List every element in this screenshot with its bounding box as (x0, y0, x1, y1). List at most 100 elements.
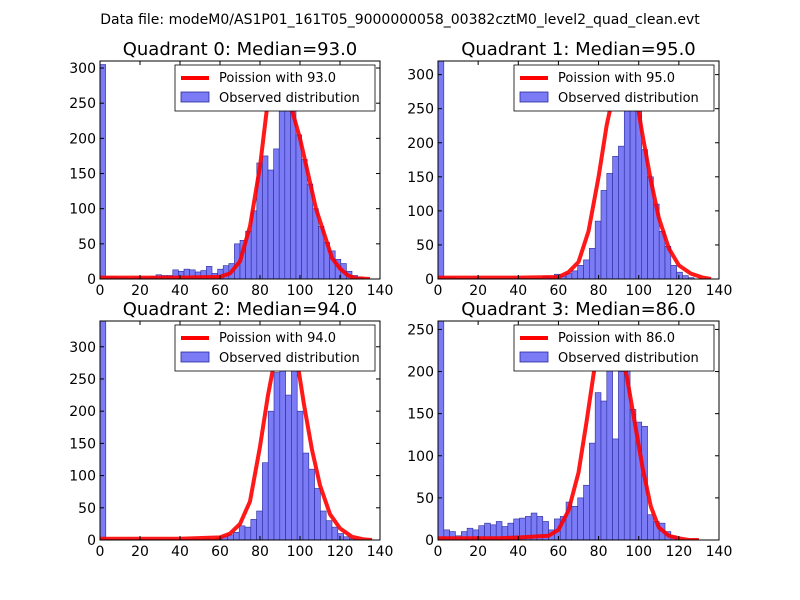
x-tick-label: 60 (550, 283, 568, 299)
histogram-bar (594, 220, 602, 279)
x-tick-label: 40 (171, 283, 189, 299)
legend-label-poisson: Poission with 93.0 (219, 71, 336, 86)
histogram-bar (438, 61, 445, 279)
legend-label-observed: Observed distribution (219, 91, 360, 106)
x-tick-label: 40 (509, 544, 527, 560)
x-tick-label: 20 (131, 283, 149, 299)
x-tick-label: 100 (625, 283, 652, 299)
histogram-bar (676, 271, 683, 279)
histogram-bar (267, 169, 274, 279)
subplot-title: Quadrant 0: Median=93.0 (123, 39, 358, 60)
x-tick-label: 0 (96, 544, 105, 560)
histogram-bar (647, 514, 654, 540)
histogram-bar (262, 155, 269, 279)
y-tick-label: 200 (407, 136, 434, 152)
histogram-bar (623, 98, 631, 279)
histogram-bar (571, 270, 578, 279)
histogram-bar (267, 410, 275, 540)
y-tick-label: 250 (407, 322, 434, 338)
y-tick-label: 150 (69, 167, 96, 183)
histogram-bar (285, 394, 292, 540)
x-tick-label: 140 (367, 544, 394, 560)
legend-box (513, 64, 715, 112)
y-tick-label: 200 (69, 404, 96, 420)
x-tick-label: 100 (287, 283, 314, 299)
legend-box (513, 324, 715, 372)
y-tick-label: 200 (407, 365, 434, 381)
x-tick-label: 0 (434, 283, 443, 299)
histogram-bar (279, 346, 286, 540)
histogram-bar (629, 101, 637, 279)
y-tick-label: 50 (78, 501, 96, 517)
x-tick-label: 40 (509, 283, 527, 299)
histogram-bar (273, 372, 281, 540)
histogram-bar (250, 519, 257, 540)
x-tick-label: 40 (171, 544, 189, 560)
histogram-bar (618, 371, 625, 540)
histogram-bar (296, 410, 304, 540)
x-tick-label: 100 (625, 544, 652, 560)
histogram-bar (244, 526, 252, 540)
x-tick-label: 20 (469, 544, 487, 560)
subplot-0: 0 20 40 60 80 100 120 140 0 50 100 150 200 250 300 Quad… (69, 39, 393, 299)
histogram-bar (291, 365, 298, 540)
y-tick-label: 0 (425, 533, 434, 549)
x-tick-label: 60 (550, 544, 568, 560)
x-tick-label: 140 (367, 283, 394, 299)
plot-area (438, 321, 699, 540)
y-tick-label: 250 (69, 372, 96, 388)
histogram-bar (641, 149, 648, 279)
histogram-bar (438, 321, 445, 540)
y-tick-label: 250 (69, 96, 96, 112)
histogram-bar (206, 266, 213, 279)
histogram-bar (606, 173, 613, 279)
x-tick-label: 60 (211, 544, 229, 560)
plot-area (100, 64, 371, 279)
legend: Poission with 95.0 Observed distribution (513, 64, 715, 112)
y-tick-label: 50 (416, 491, 434, 507)
y-tick-label: 100 (69, 202, 96, 218)
y-tick-label: 0 (87, 272, 96, 288)
y-tick-label: 0 (425, 272, 434, 288)
legend-label-poisson: Poission with 86.0 (558, 331, 675, 346)
y-tick-label: 200 (69, 131, 96, 147)
histogram-bar (583, 259, 590, 279)
histogram-bar (337, 533, 344, 540)
x-tick-label: 120 (665, 283, 692, 299)
x-tick-label: 0 (96, 283, 105, 299)
x-tick-label: 100 (287, 544, 314, 560)
subplot-title: Quadrant 3: Median=86.0 (461, 299, 696, 320)
histogram-bar (273, 148, 280, 279)
axes-frame (437, 320, 720, 541)
histogram-bar (612, 438, 619, 540)
y-tick-label: 300 (407, 68, 434, 84)
histogram-bar (589, 248, 596, 279)
x-tick-label: 20 (131, 544, 149, 560)
x-tick-label: 120 (327, 544, 354, 560)
y-tick-label: 150 (407, 170, 434, 186)
histogram-bar (577, 265, 584, 279)
histogram-bar (278, 88, 286, 279)
x-tick-label: 60 (211, 283, 229, 299)
histogram-bar (612, 156, 619, 279)
histogram-bar (589, 442, 596, 540)
legend: Poission with 93.0 Observed distribution (174, 64, 376, 112)
histogram-bar (583, 484, 590, 540)
subplot-2: 0 20 40 60 80 100 120 140 0 50 100 150 200 250 300 Quad… (69, 299, 393, 560)
y-tick-label: 100 (407, 204, 434, 220)
histogram-bar (600, 190, 608, 279)
legend-box (174, 64, 376, 112)
histogram-bar (331, 526, 339, 540)
y-tick-label: 100 (69, 469, 96, 485)
x-tick-label: 120 (327, 283, 354, 299)
histogram-bar (100, 321, 107, 540)
y-tick-label: 50 (416, 238, 434, 254)
figure-suptitle: Data file: modeM0/AS1P01_161T05_90000000… (100, 12, 700, 28)
legend-label-observed: Observed distribution (558, 351, 699, 366)
histogram-bar (670, 265, 677, 279)
x-tick-label: 20 (469, 283, 487, 299)
histogram-bar (571, 506, 578, 540)
subplot-1: 0 20 40 60 80 100 120 140 0 50 100 150 200 250 300 Quad… (407, 39, 732, 299)
histogram-bar (687, 277, 695, 279)
